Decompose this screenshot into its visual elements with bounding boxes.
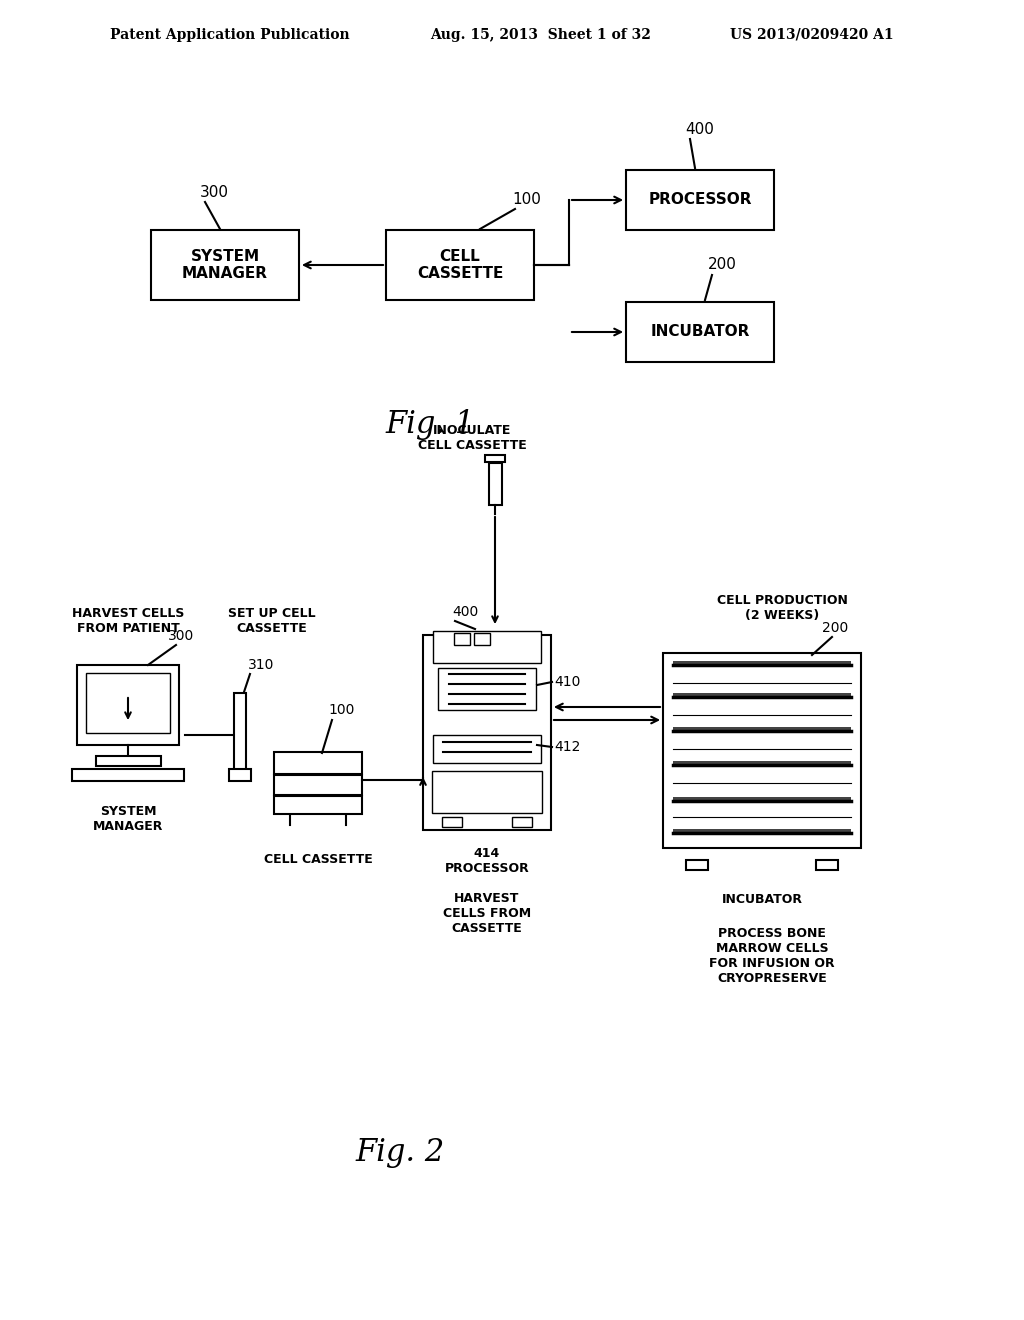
Bar: [442, 817, 462, 828]
Bar: [485, 454, 505, 462]
Bar: [274, 775, 362, 795]
Text: HARVEST
CELLS FROM
CASSETTE: HARVEST CELLS FROM CASSETTE: [443, 892, 531, 935]
Text: PROCESS BONE
MARROW CELLS
FOR INFUSION OR
CRYOPRESERVE: PROCESS BONE MARROW CELLS FOR INFUSION O…: [710, 927, 835, 985]
Bar: [423, 635, 551, 829]
Bar: [77, 665, 179, 744]
Bar: [626, 302, 774, 362]
Text: INCUBATOR: INCUBATOR: [722, 894, 803, 906]
Text: 100: 100: [512, 191, 541, 207]
Bar: [274, 752, 362, 774]
Bar: [151, 230, 299, 300]
Bar: [816, 861, 838, 870]
Text: INCUBATOR: INCUBATOR: [650, 325, 750, 339]
Bar: [663, 652, 861, 847]
Text: Fig. 2: Fig. 2: [355, 1137, 444, 1167]
Bar: [274, 796, 362, 814]
Bar: [86, 673, 170, 733]
Text: 300: 300: [168, 630, 195, 643]
Text: INOCULATE
CELL CASSETTE: INOCULATE CELL CASSETTE: [418, 424, 526, 451]
Text: SYSTEM
MANAGER: SYSTEM MANAGER: [182, 248, 268, 281]
Text: 200: 200: [708, 257, 737, 272]
Text: 400: 400: [452, 605, 478, 619]
Bar: [386, 230, 534, 300]
Text: 410: 410: [554, 675, 581, 689]
Bar: [673, 797, 851, 803]
Bar: [626, 170, 774, 230]
Bar: [673, 762, 851, 766]
Bar: [432, 771, 542, 813]
Text: Fig. 1: Fig. 1: [385, 409, 475, 441]
Bar: [433, 735, 541, 763]
Bar: [72, 770, 184, 781]
Text: US 2013/0209420 A1: US 2013/0209420 A1: [730, 28, 894, 42]
Bar: [95, 756, 161, 766]
Text: 310: 310: [248, 657, 274, 672]
Bar: [454, 634, 470, 645]
Text: PROCESSOR: PROCESSOR: [648, 193, 752, 207]
Text: Patent Application Publication: Patent Application Publication: [110, 28, 349, 42]
Text: 412: 412: [554, 741, 581, 754]
Text: 400: 400: [685, 121, 714, 137]
Bar: [474, 634, 490, 645]
Bar: [673, 661, 851, 667]
Bar: [229, 770, 251, 781]
Text: 300: 300: [200, 185, 229, 201]
Bar: [686, 861, 708, 870]
Text: 414
PROCESSOR: 414 PROCESSOR: [444, 847, 529, 875]
Text: HARVEST CELLS
FROM PATIENT: HARVEST CELLS FROM PATIENT: [72, 607, 184, 635]
Bar: [438, 668, 536, 710]
Text: SET UP CELL
CASSETTE: SET UP CELL CASSETTE: [228, 607, 315, 635]
Text: SYSTEM
MANAGER: SYSTEM MANAGER: [93, 805, 163, 833]
Text: CELL CASSETTE: CELL CASSETTE: [263, 853, 373, 866]
Text: 100: 100: [328, 704, 354, 717]
Bar: [488, 463, 502, 506]
Text: CELL PRODUCTION
(2 WEEKS): CELL PRODUCTION (2 WEEKS): [717, 594, 848, 622]
Text: CELL
CASSETTE: CELL CASSETTE: [417, 248, 503, 281]
Bar: [673, 693, 851, 698]
Text: 200: 200: [822, 620, 848, 635]
Text: Aug. 15, 2013  Sheet 1 of 32: Aug. 15, 2013 Sheet 1 of 32: [430, 28, 651, 42]
Bar: [673, 829, 851, 834]
Bar: [234, 693, 246, 771]
Bar: [512, 817, 532, 828]
Bar: [673, 727, 851, 733]
Bar: [433, 631, 541, 663]
